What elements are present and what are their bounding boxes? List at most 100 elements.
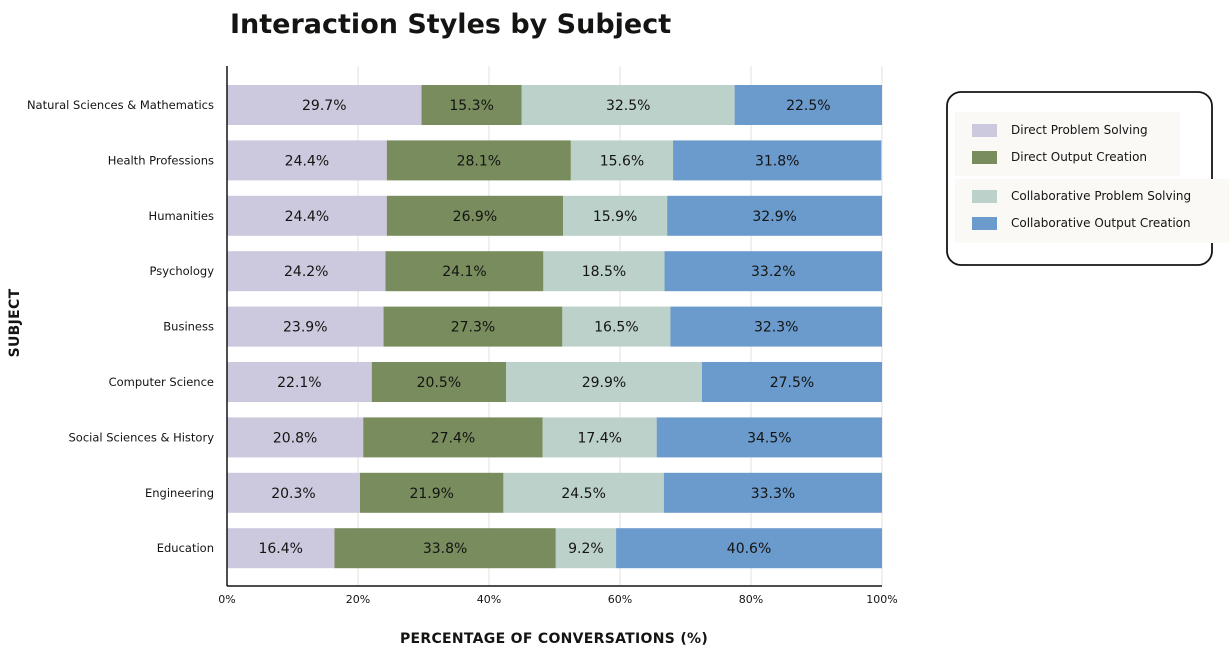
bar-value-label: 18.5% [582, 264, 626, 280]
bar-segment [563, 195, 668, 236]
bar-segment [421, 85, 522, 125]
legend-items: Direct Problem Solving Direct Output Crea… [972, 123, 1191, 230]
bar-segment [656, 417, 882, 458]
category-label: Health Professions [108, 153, 214, 167]
bar-segment [227, 251, 386, 292]
bar-segment [616, 528, 882, 569]
legend-label: Collaborative Problem Solving [1011, 189, 1191, 203]
x-tick-label: 20% [346, 593, 370, 606]
bar-value-label: 32.3% [754, 320, 798, 336]
bar-segment [386, 195, 564, 236]
bar-segment [667, 195, 882, 236]
bar-segment [673, 140, 882, 181]
legend-label: Direct Problem Solving [1011, 123, 1148, 137]
bar-value-label: 16.4% [258, 541, 302, 557]
bar-value-label: 24.2% [284, 264, 328, 280]
bar-value-label: 15.3% [449, 98, 493, 114]
bar-value-label: 22.1% [277, 375, 321, 391]
bar-segment [562, 306, 671, 347]
chart-title: Interaction Styles by Subject [230, 9, 671, 40]
bar-segment [385, 251, 544, 292]
bar-segment [386, 140, 571, 181]
category-label: Computer Science [109, 375, 214, 389]
bar-segment [363, 417, 543, 458]
bar-value-label: 33.2% [751, 264, 795, 280]
x-tick-label: 40% [477, 593, 501, 606]
bar-segment [555, 528, 617, 569]
bar-value-label: 21.9% [409, 486, 453, 502]
bar-segment [227, 362, 372, 402]
legend-swatch [972, 124, 997, 137]
category-label: Engineering [145, 486, 214, 500]
y-axis-title: SUBJECT [7, 288, 23, 357]
bar-value-label: 24.1% [442, 264, 486, 280]
bar-segment [521, 85, 735, 125]
x-tick-label: 100% [866, 593, 897, 606]
category-labels: Natural Sciences & Mathematics Health Pro… [27, 98, 214, 555]
legend-group-bg-direct [955, 112, 1180, 176]
bar-value-label: 32.9% [752, 209, 796, 225]
bar-value-label: 33.3% [751, 486, 795, 502]
bar-segment [383, 306, 563, 347]
category-label: Humanities [149, 209, 214, 223]
legend-label: Collaborative Output Creation [1011, 216, 1191, 230]
bar-segment [670, 306, 882, 347]
bar-segment [227, 306, 384, 347]
bar-value-label: 31.8% [755, 153, 799, 169]
bar-value-label: 40.6% [727, 541, 771, 557]
bar-labels: 29.7% 15.3% 32.5% 22.5% 24.4% 28.1% 15.6% 31.8%… [258, 98, 830, 557]
bar-segment [334, 528, 556, 569]
bar-value-label: 32.5% [606, 98, 650, 114]
legend-swatch [972, 190, 997, 203]
x-axis-title: PERCENTAGE OF CONVERSATIONS (%) [400, 631, 708, 647]
bar-value-label: 15.9% [593, 209, 637, 225]
bar-segment [701, 362, 882, 402]
bar-value-label: 20.3% [271, 486, 315, 502]
bar-segment [371, 362, 507, 402]
category-label: Psychology [149, 264, 214, 278]
bar-value-label: 16.5% [594, 320, 638, 336]
bar-value-label: 34.5% [747, 430, 791, 446]
bar-value-label: 23.9% [283, 320, 327, 336]
bar-value-label: 27.5% [770, 375, 814, 391]
legend-label: Direct Output Creation [1011, 150, 1147, 164]
bar-segment [503, 472, 664, 513]
x-tick-label: 80% [739, 593, 763, 606]
bar-segment [734, 85, 882, 125]
bar-value-label: 15.6% [600, 153, 644, 169]
bar-segment [227, 195, 387, 236]
bar-segment [506, 362, 702, 402]
bar-value-label: 17.4% [577, 430, 621, 446]
bar-value-label: 24.4% [285, 209, 329, 225]
x-tick-label: 60% [608, 593, 632, 606]
legend: Direct Problem Solving Direct Output Crea… [946, 91, 1229, 266]
bar-value-label: 27.3% [451, 320, 495, 336]
category-label: Education [157, 541, 214, 555]
bar-value-label: 27.4% [431, 430, 475, 446]
bar-segment [664, 251, 882, 292]
bar-segment [663, 472, 882, 513]
legend-swatch [972, 217, 997, 230]
bar-segment [542, 417, 657, 458]
axes [226, 66, 882, 587]
bar-segment [227, 417, 364, 458]
bar-segment [359, 472, 504, 513]
bar-value-label: 24.5% [561, 486, 605, 502]
bar-value-label: 33.8% [423, 541, 467, 557]
legend-group-bg-collaborative [955, 179, 1229, 243]
category-label: Natural Sciences & Mathematics [27, 98, 214, 112]
bar-segment [227, 85, 422, 125]
bar-value-label: 9.2% [568, 541, 604, 557]
bar-value-label: 28.1% [457, 153, 501, 169]
legend-swatch [972, 151, 997, 164]
x-tick-labels: 0% 20% 40% 60% 80% 100% [218, 593, 897, 606]
bars [227, 85, 882, 569]
bar-segment [227, 140, 387, 181]
bar-segment [227, 472, 360, 513]
x-tick-label: 0% [218, 593, 235, 606]
bar-segment [570, 140, 674, 181]
bar-value-label: 26.9% [453, 209, 497, 225]
bar-value-label: 22.5% [786, 98, 830, 114]
bar-value-label: 29.7% [302, 98, 346, 114]
